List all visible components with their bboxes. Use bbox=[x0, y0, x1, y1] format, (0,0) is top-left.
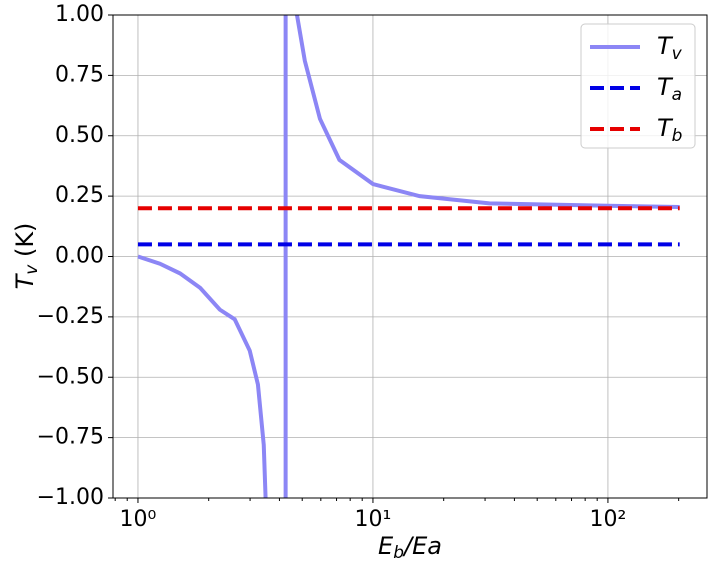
y-tick-label: −0.75 bbox=[37, 425, 104, 450]
x-tick-label: 10² bbox=[590, 507, 627, 532]
legend: Tv Ta Tb bbox=[580, 23, 696, 149]
y-tick-label: −0.50 bbox=[37, 364, 104, 389]
x-axis-label: Eb/Ea bbox=[378, 532, 442, 563]
y-tick-label: 0.50 bbox=[55, 123, 104, 148]
y-tick-label: −0.25 bbox=[37, 304, 104, 329]
ticks: −1.00 −0.75 −0.50 −0.25 0.00 0.25 0.50 0.75 1.00… bbox=[37, 2, 680, 532]
legend-label: Ta bbox=[657, 73, 682, 105]
y-tick-label: 0.00 bbox=[55, 244, 104, 269]
y-axis-label: Tv (K) bbox=[11, 223, 42, 290]
legend-label: Tv bbox=[657, 32, 683, 64]
y-tick-label: 0.25 bbox=[55, 183, 104, 208]
series-line bbox=[137, 15, 680, 498]
x-tick-label: 10⁰ bbox=[120, 507, 157, 532]
y-tick-label: −1.00 bbox=[37, 485, 104, 510]
y-tick-label: 0.75 bbox=[55, 62, 104, 87]
legend-label: Tb bbox=[657, 114, 682, 146]
x-tick-label: 10¹ bbox=[355, 507, 392, 532]
plot-area bbox=[137, 15, 680, 498]
y-tick-label: 1.00 bbox=[55, 2, 104, 27]
